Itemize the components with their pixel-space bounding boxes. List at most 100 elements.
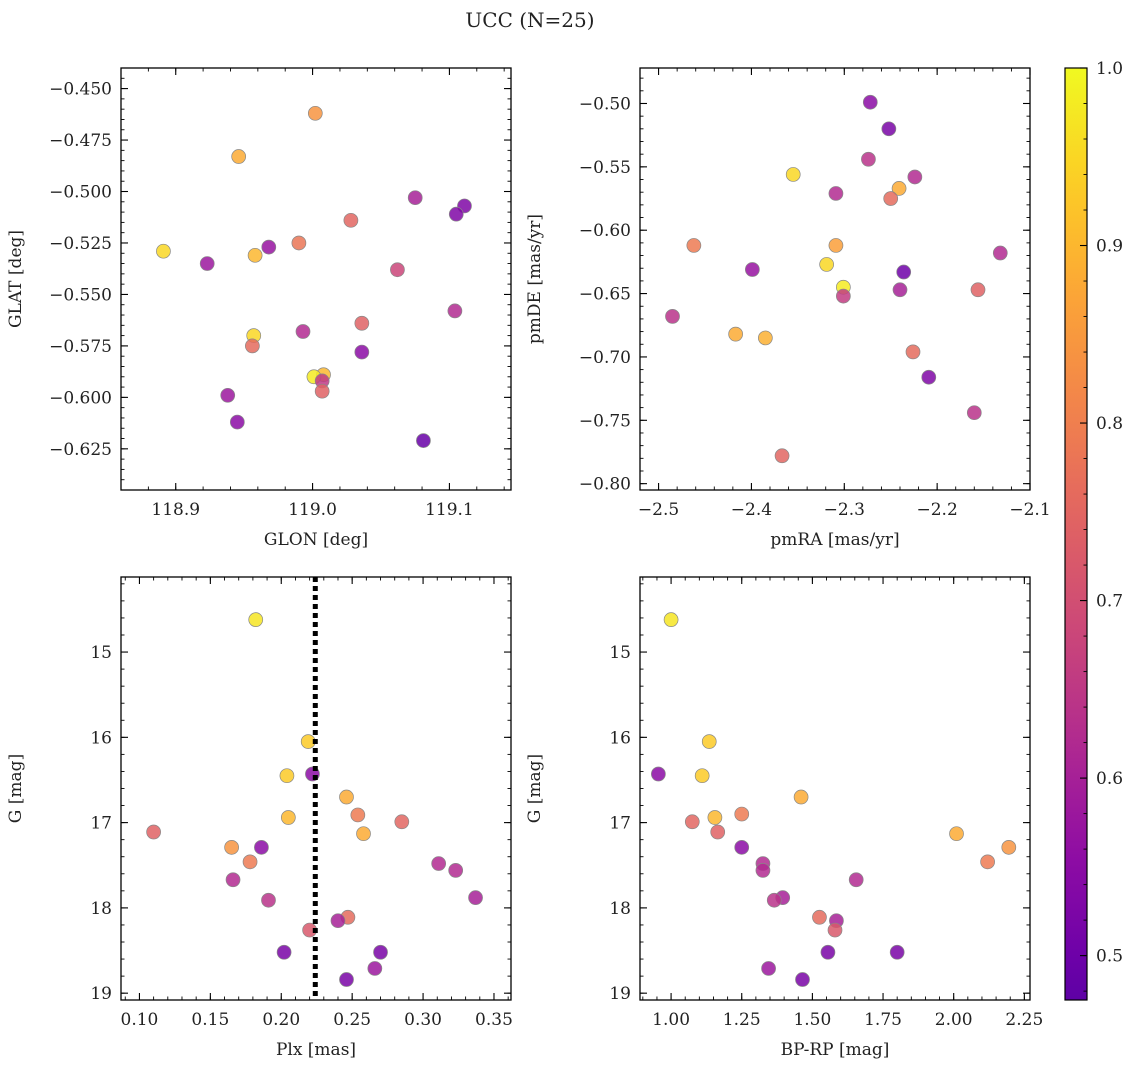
y-tick-label: 17 — [609, 814, 631, 834]
x-tick-label: 119.1 — [425, 500, 474, 520]
y-tick-label: −0.500 — [49, 183, 112, 203]
x-tick-label: 0.15 — [191, 1010, 229, 1030]
scatter-point — [827, 922, 843, 938]
scatter-point — [758, 330, 773, 346]
scatter-point — [891, 181, 907, 196]
scatter-point — [905, 344, 921, 360]
scatter-point — [330, 913, 346, 929]
scatter-point — [367, 961, 383, 976]
y-tick-label: 15 — [609, 643, 631, 663]
x-tick-label: 0.35 — [475, 1010, 513, 1030]
scatter-point — [795, 972, 810, 987]
scatter-point — [992, 245, 1008, 261]
scatter-point — [663, 612, 679, 627]
scatter-point — [220, 387, 236, 403]
scatter-point — [819, 257, 834, 272]
x-tick-label: 0.20 — [262, 1010, 300, 1030]
y-tick-label: 18 — [609, 899, 631, 919]
scatter-point — [394, 814, 410, 830]
scatter-point — [970, 282, 986, 298]
scatter-point — [881, 121, 897, 137]
scatter-point — [686, 238, 702, 253]
y-tick-label: −0.525 — [49, 234, 112, 254]
scatter-point — [774, 448, 790, 464]
y-tick-label: −0.600 — [49, 388, 112, 408]
colorbar: 0.5 0.6 0.7 0.8 0.9 1.0 — [1064, 59, 1123, 1001]
scatter-point — [694, 768, 710, 784]
scatter-point — [949, 826, 964, 842]
scatter-point — [242, 854, 258, 870]
x-axis-label: BP-RP [mag] — [781, 1040, 890, 1060]
scatter-point — [248, 612, 264, 627]
scatter-point — [254, 839, 269, 855]
panels: 118.9 119.0 119.1 −0.450 −0.475 −0.500 −0.525 −… — [6, 67, 1051, 1060]
scatter-point — [468, 890, 483, 906]
scatter-point — [701, 734, 717, 749]
panel-1: 118.9 119.0 119.1 −0.450 −0.475 −0.500 −0.525 −… — [6, 67, 512, 550]
y-axis-label: GLAT [deg] — [6, 230, 26, 328]
y-tick-label: 19 — [609, 984, 631, 1004]
scatter-point — [828, 186, 844, 201]
x-tick-label: 0.10 — [121, 1010, 159, 1030]
scatter-point — [339, 789, 354, 805]
colorbar-tick-label: 0.7 — [1096, 592, 1123, 612]
scatter-point — [812, 909, 827, 925]
y-tick-label: −0.60 — [579, 221, 631, 241]
x-axis-label: pmRA [mas/yr] — [770, 530, 899, 550]
scatter-point — [231, 149, 247, 164]
x-tick-label: −2.5 — [638, 500, 679, 520]
y-axis-label: G [mag] — [525, 754, 545, 823]
x-tick-label: 0.25 — [333, 1010, 371, 1030]
scatter-point — [907, 169, 923, 185]
scatter-point — [728, 326, 743, 342]
x-axis-label: GLON [deg] — [264, 530, 368, 550]
x-axis-label: Plx [mas] — [276, 1040, 356, 1060]
scatter-point — [848, 872, 864, 888]
scatter-point — [416, 433, 431, 448]
scatter-point — [199, 256, 215, 271]
y-tick-label: −0.75 — [579, 411, 631, 431]
y-tick-label: 16 — [90, 728, 112, 748]
scatter-point — [247, 247, 263, 263]
scatter-point — [447, 303, 463, 319]
scatter-point — [350, 807, 366, 823]
y-tick-label: −0.550 — [49, 285, 112, 305]
y-tick-label: −0.65 — [579, 285, 631, 305]
y-tick-label: 16 — [609, 728, 631, 748]
scatter-point — [651, 766, 666, 782]
x-tick-label: 1.25 — [723, 1010, 761, 1030]
x-tick-label: 1.00 — [652, 1010, 690, 1030]
y-axis-label: G [mag] — [6, 754, 26, 823]
scatter-point — [966, 405, 982, 421]
scatter-point — [1001, 839, 1017, 855]
x-tick-label: 118.9 — [151, 500, 200, 520]
x-tick-label: 1.50 — [793, 1010, 831, 1030]
scatter-point — [448, 863, 464, 878]
scatter-point — [766, 892, 782, 908]
x-tick-label: −2.1 — [1009, 500, 1050, 520]
scatter-point — [356, 826, 371, 842]
scatter-point — [734, 839, 750, 855]
scatter-point — [146, 824, 161, 840]
colorbar-tick-label: 1.0 — [1096, 59, 1123, 79]
scatter-point — [665, 309, 680, 324]
scatter-point — [921, 369, 937, 385]
y-axis-label: pmDE [mas/yr] — [525, 214, 545, 344]
y-tick-label: 18 — [90, 899, 112, 919]
y-tick-label: −0.475 — [49, 131, 112, 151]
panel-3: 0.10 0.15 0.20 0.25 0.30 0.35 15 16 17 18 19 Plx [m… — [6, 576, 513, 1060]
y-tick-label: 17 — [90, 814, 112, 834]
y-tick-label: −0.575 — [49, 337, 112, 357]
panel-4: 1.00 1.25 1.50 1.75 2.00 2.25 15 16 17 18 19 BP-RP … — [525, 576, 1043, 1060]
scatter-point — [883, 191, 899, 206]
scatter-point — [745, 262, 760, 277]
x-tick-label: 2.00 — [935, 1010, 973, 1030]
scatter-point — [896, 264, 912, 280]
x-tick-label: 0.30 — [404, 1010, 442, 1030]
scatter-point — [734, 806, 750, 822]
scatter-point — [261, 892, 276, 908]
x-tick-label: −2.3 — [824, 500, 865, 520]
scatter-point — [280, 810, 296, 825]
scatter-point — [793, 789, 809, 805]
